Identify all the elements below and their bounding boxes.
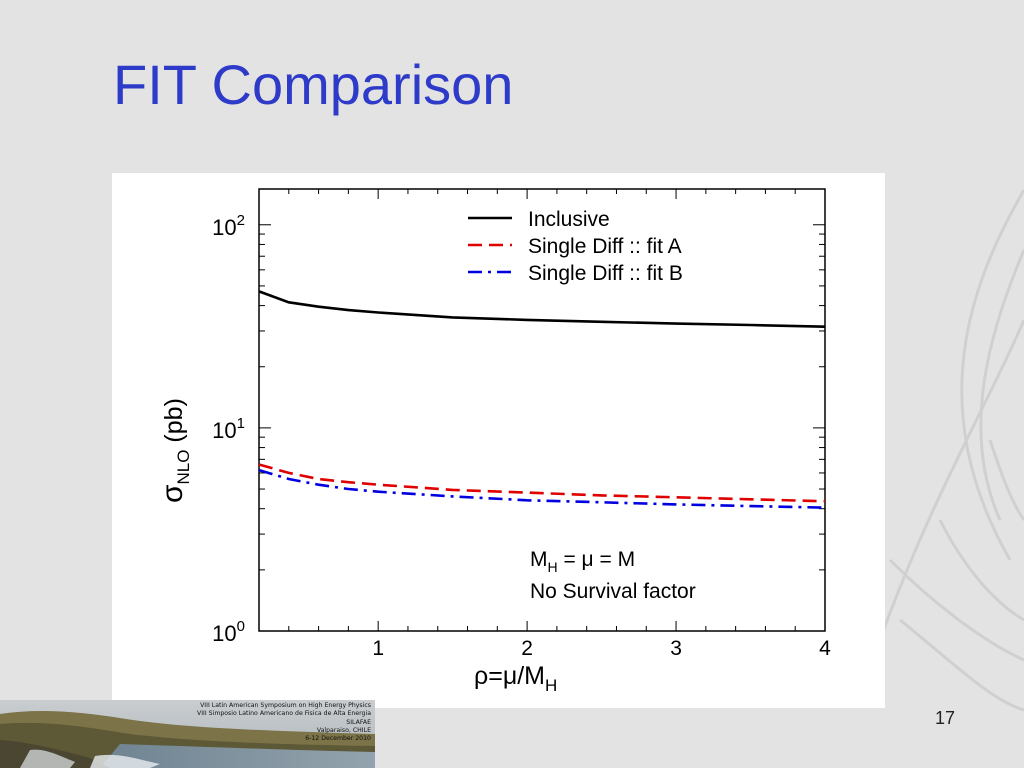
axis-ticks [258,189,826,632]
series-line [258,468,826,509]
x-axis-label-main: ρ=μ/M [474,662,545,690]
y-axis-label-main: σ [156,484,189,503]
y-tick-label: 101 [212,415,245,443]
series-line [258,290,826,328]
annotation-m-text: M [530,548,548,571]
legend-label: Single Diff :: fit B [528,262,683,285]
legend-label: Inclusive [528,208,610,231]
annotation-mass-relation: MH = μ = M [530,548,635,575]
plot-frame [258,188,826,632]
slide-title: FIT Comparison [113,53,514,116]
coastline-photo [0,700,375,768]
annotation-m-sub: H [548,559,558,575]
series-line [258,463,826,503]
y-tick-label: 102 [212,212,245,240]
slide-number: 17 [935,708,956,728]
footer-line: SILAFAE [346,718,371,726]
footer-line: 6-12 December 2010 [305,735,371,743]
x-tick-label: 1 [372,637,384,660]
y-tick-label: 100 [212,618,245,646]
footer-banner: VIII Latin American Symposium on High En… [0,700,375,768]
footer-line: Valparaiso, CHILE [316,726,371,734]
x-tick-label: 3 [670,637,682,660]
annotation-m-rest: = μ = M [558,548,635,571]
y-axis-label: σNLO (pb) [156,398,193,503]
legend-label: Single Diff :: fit A [528,235,682,258]
footer-text: VIII Latin American Symposium on High En… [197,702,371,743]
x-axis-label-sub: H [545,676,557,695]
x-tick-label: 2 [521,637,533,660]
x-axis-label: ρ=μ/MH [474,662,557,695]
footer-line: VIII Simposio Latino Americano de Fisica… [197,710,371,718]
x-tick-label: 4 [819,637,831,660]
series-group [258,290,826,509]
y-axis-label-sub: NLO [174,450,193,485]
annotation-no-survival: No Survival factor [530,580,696,603]
footer-line: VIII Latin American Symposium on High En… [200,702,371,709]
y-axis-label-suffix: (pb) [160,398,188,449]
tick-labels: 1 2 3 4 100 101 102 [212,212,831,660]
